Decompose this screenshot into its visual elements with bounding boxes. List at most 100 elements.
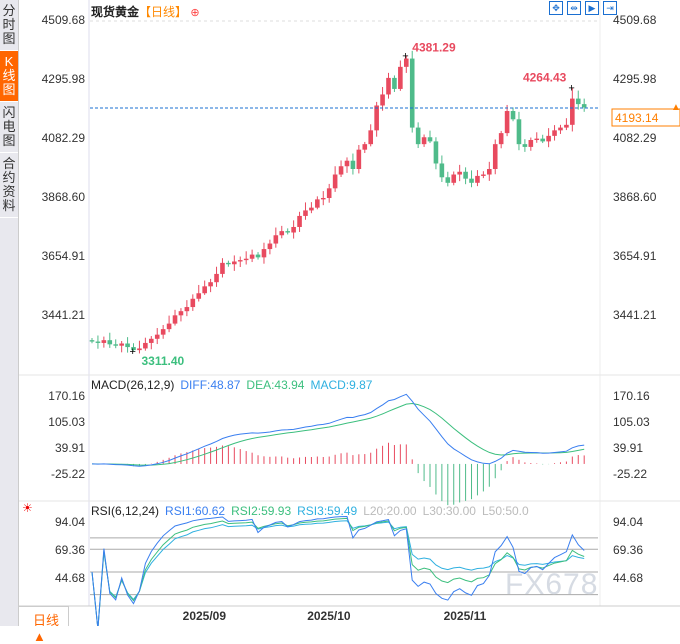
candle-body — [475, 175, 480, 183]
price-tick-left: 4509.68 — [42, 13, 86, 27]
chart-title: 现货黄金【日线】 ⊕ — [91, 3, 200, 20]
price-tick-right: 4295.98 — [613, 72, 657, 86]
candle-body — [445, 177, 451, 183]
sun-icon: ☀ — [22, 501, 33, 515]
price-tick-right: 4082.29 — [613, 131, 657, 145]
candle-body — [166, 323, 172, 330]
macd-tick-right: 105.03 — [613, 415, 650, 429]
chart-canvas: 4509.68 4509.68 4295.98 4295.98 4082.29 4082.… — [19, 0, 680, 626]
rsi-legend: RSI1:60.62 — [165, 504, 225, 518]
candle-body — [498, 133, 504, 145]
circle-plus-icon[interactable]: ⊕ — [190, 7, 200, 19]
price-tick-right: 3654.91 — [613, 249, 657, 263]
candle-body — [415, 127, 421, 145]
candle-body — [243, 258, 249, 261]
candle-body — [297, 215, 302, 227]
extreme-marker-icon: + — [402, 50, 408, 62]
period-label[interactable]: 【日线】 — [139, 5, 188, 19]
candle-body — [409, 58, 415, 128]
candle-body — [522, 144, 528, 147]
rsi-tick-right: 44.68 — [613, 571, 643, 585]
price-tick-left: 4295.98 — [42, 72, 86, 86]
fit-icon[interactable]: ⇹ — [567, 1, 581, 15]
rsi-tick-right: 94.04 — [613, 515, 643, 529]
rsi-legend: RSI3:59.49 — [297, 504, 357, 518]
macd-tick-left: -25.22 — [51, 467, 85, 481]
candle-body — [101, 340, 107, 343]
rsi-tick-left: 44.68 — [55, 571, 85, 585]
last-price-label: 4193.14 — [615, 111, 659, 125]
price-tick-left: 3441.21 — [42, 308, 86, 322]
candle-body — [516, 119, 522, 145]
candle-body — [178, 311, 184, 316]
rsi-tick-left: 69.36 — [55, 543, 85, 557]
candle-body — [261, 249, 267, 258]
candle-body — [398, 66, 403, 89]
candle-body — [149, 338, 154, 343]
date-tick: 2025/09 — [183, 609, 227, 623]
candle-body — [463, 171, 468, 179]
price-tick-right: 3868.60 — [613, 190, 657, 204]
candle-body — [160, 329, 166, 335]
candle-body — [320, 197, 326, 200]
candle-body — [125, 343, 130, 348]
candle-body — [504, 111, 510, 134]
extreme-label: 3311.40 — [142, 354, 185, 368]
candle-body — [421, 137, 427, 145]
candle-body — [232, 261, 237, 265]
candle-body — [581, 104, 587, 108]
candle-body — [202, 286, 207, 294]
price-tick-right: 4509.68 — [613, 13, 657, 27]
candle-body — [309, 207, 314, 211]
tab-time-chart[interactable]: 分时图 — [0, 0, 18, 51]
candle-body — [344, 160, 350, 167]
rsi-tick-left: 94.04 — [55, 515, 85, 529]
period-selector[interactable]: 日线 ▲ — [19, 606, 69, 644]
tab-contract-info[interactable]: 合约资料 — [0, 153, 18, 218]
candle-body — [380, 94, 385, 106]
candle-body — [303, 210, 308, 216]
candle-body — [107, 340, 113, 345]
candle-body — [137, 348, 142, 351]
extreme-label: 4381.29 — [412, 40, 456, 54]
rsi-line — [91, 515, 585, 626]
macd-tick-right: 170.16 — [613, 389, 650, 403]
candle-body — [403, 58, 409, 67]
macd-dea: DEA:43.94 — [246, 378, 304, 392]
candle-body — [172, 315, 178, 324]
play-icon[interactable]: ▶ — [585, 1, 599, 15]
tab-flash-chart[interactable]: 闪电图 — [0, 102, 18, 153]
candle-body — [546, 135, 551, 142]
rsi-legend: RSI2:59.93 — [231, 504, 291, 518]
rsi-legend: L30:30.00 — [423, 504, 477, 518]
candle-body — [338, 166, 344, 175]
candle-body — [575, 98, 581, 105]
crosshair-icon[interactable]: ✥ — [549, 1, 563, 15]
candle-body — [196, 293, 202, 299]
macd-diff: DIFF:48.87 — [180, 378, 240, 392]
candle-body — [237, 260, 243, 262]
toolbar: ✥ ⇹ ▶ ⇥ — [549, 1, 617, 15]
candle-body — [487, 169, 492, 175]
candle-body — [154, 334, 160, 339]
candle-body — [457, 171, 462, 175]
candle-body — [267, 243, 273, 250]
candle-body — [279, 231, 285, 236]
candle-body — [492, 144, 498, 170]
candle-body — [220, 262, 225, 274]
candle-body — [439, 163, 445, 178]
rsi-line — [91, 517, 585, 626]
candle-body — [184, 307, 190, 312]
macd-tick-right: 39.91 — [613, 441, 643, 455]
candle-body — [326, 188, 332, 198]
price-tick-left: 3868.60 — [42, 190, 86, 204]
rsi-legend: L50:50.0 — [482, 504, 529, 518]
exit-right-icon[interactable]: ⇥ — [603, 1, 617, 15]
candle-body — [249, 254, 255, 259]
date-tick: 2025/11 — [444, 609, 487, 623]
macd-tick-right: -25.22 — [613, 467, 647, 481]
candle-body — [208, 282, 213, 287]
candle-body — [273, 235, 279, 244]
price-tick-left: 3654.91 — [42, 249, 86, 263]
